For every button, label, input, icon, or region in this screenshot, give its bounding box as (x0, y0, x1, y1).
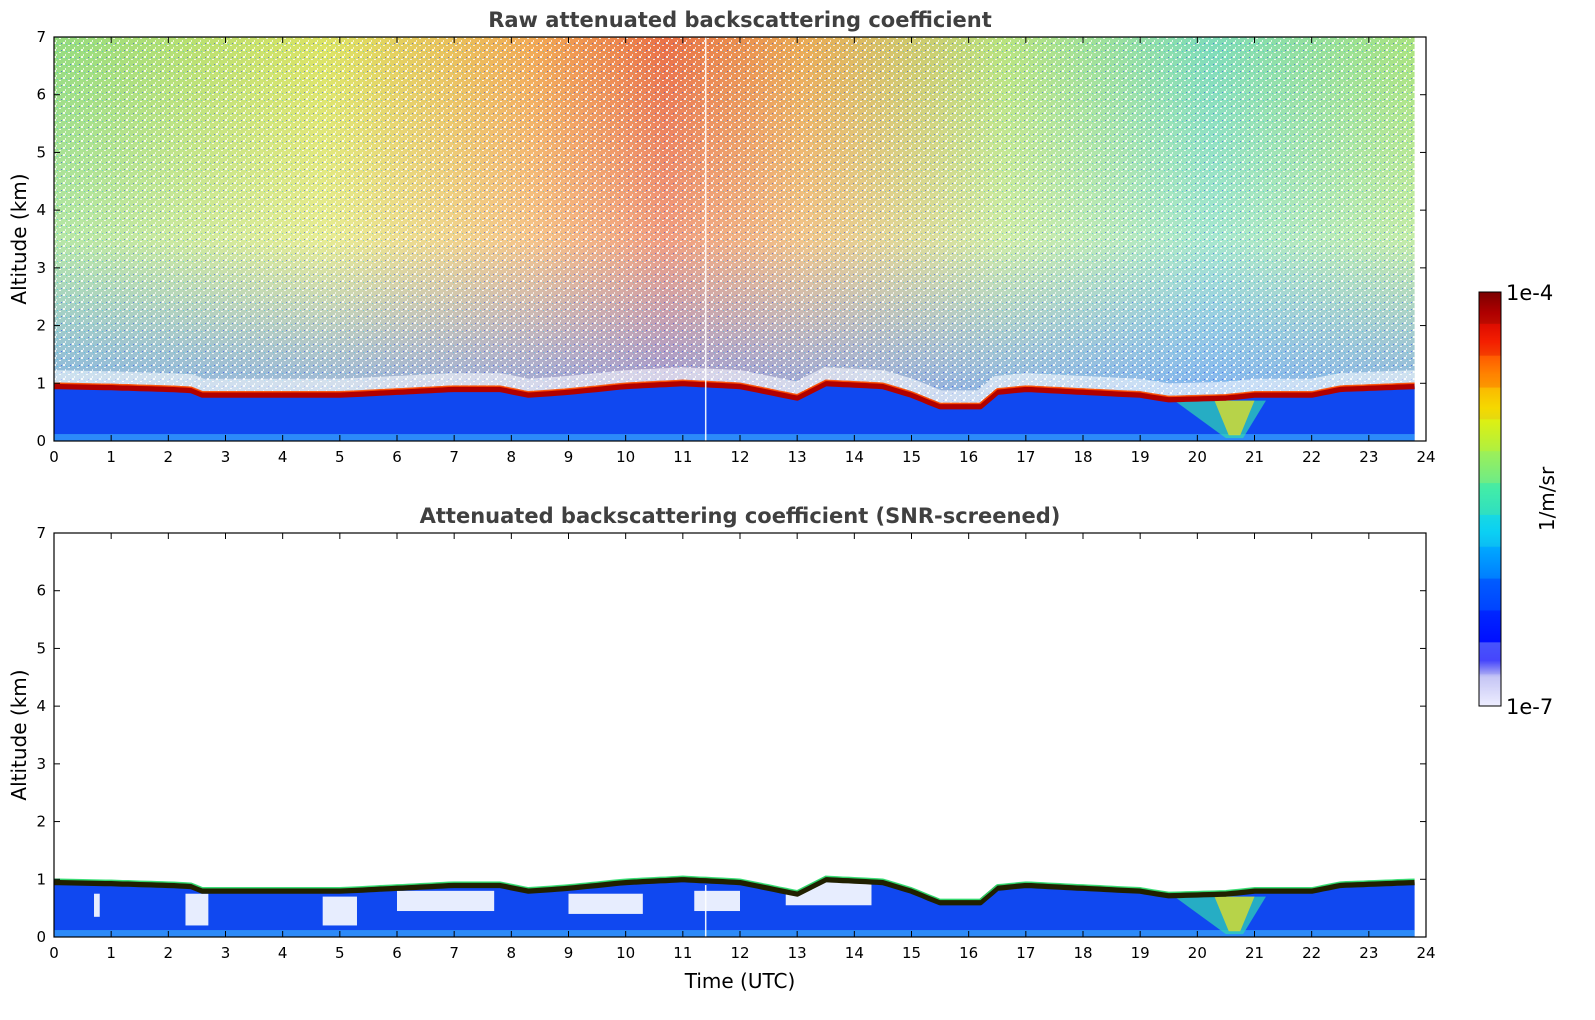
raw-y-tick-label: 5 (36, 143, 46, 161)
snr-x-tick-label: 21 (1245, 944, 1264, 962)
snr-screened-panel: 0 1 2 3 4 5 6 7 8 9 10 11 12 13 14 15 16 17 18 19 20 21 22 23 24… (7, 504, 1436, 993)
colorbar-band (1479, 451, 1501, 484)
snr-x-tick-label: 10 (616, 944, 635, 962)
raw-y-tick-label: 7 (36, 28, 46, 46)
colorbar-band (1479, 323, 1501, 356)
colorbar-band (1479, 355, 1501, 388)
raw-x-tick-label: 9 (564, 448, 574, 466)
raw-y-tick-label: 4 (36, 201, 46, 219)
snr-x-tick-label: 8 (507, 944, 517, 962)
snr-x-tick-label: 9 (564, 944, 574, 962)
raw-x-tick-label: 10 (616, 448, 635, 466)
raw-x-tick-label: 16 (959, 448, 978, 466)
raw-x-tick-label: 22 (1302, 448, 1321, 466)
colorbar-band (1479, 419, 1501, 452)
raw-x-tick-label: 0 (49, 448, 59, 466)
colorbar-band (1479, 292, 1501, 324)
colorbar-band (1479, 483, 1501, 515)
raw-y-tick-label: 0 (36, 432, 46, 450)
raw-x-tick-label: 4 (278, 448, 288, 466)
snr-y-tick-label: 7 (36, 524, 46, 542)
raw-x-tick-label: 18 (1073, 448, 1092, 466)
raw-x-tick-label: 14 (845, 448, 864, 466)
raw-x-tick-label: 7 (449, 448, 459, 466)
raw-x-tick-label: 15 (902, 448, 921, 466)
raw-x-tick-label: 6 (392, 448, 402, 466)
snr-x-tick-label: 16 (959, 944, 978, 962)
snr-y-tick-label: 0 (36, 928, 46, 946)
colorbar-unit-label: 1/m/sr (1535, 466, 1559, 531)
raw-boundary-layer (54, 383, 1415, 441)
raw-backscatter-panel: 0 1 2 3 4 5 6 7 8 9 10 11 12 13 14 15 16 17 18 19 20 21 22 23 24… (7, 8, 1436, 466)
snr-heatmap-field (54, 879, 1415, 937)
snr-panel-title: Attenuated backscattering coefficient (S… (420, 504, 1061, 528)
snr-x-tick-label: 17 (1016, 944, 1035, 962)
raw-y-tick-label: 6 (36, 86, 46, 104)
raw-x-tick-label: 5 (335, 448, 345, 466)
colorbar-band (1479, 546, 1501, 579)
snr-x-tick-label: 15 (902, 944, 921, 962)
snr-y-tick-label: 2 (36, 813, 46, 831)
snr-x-tick-label: 5 (335, 944, 345, 962)
raw-x-tick-label: 17 (1016, 448, 1035, 466)
snr-x-tick-label: 2 (164, 944, 174, 962)
raw-x-tick-label: 20 (1188, 448, 1207, 466)
snr-x-tick-label: 11 (673, 944, 692, 962)
snr-x-tick-label: 13 (788, 944, 807, 962)
snr-x-tick-label: 19 (1131, 944, 1150, 962)
snr-x-tick-label: 0 (49, 944, 59, 962)
snr-x-tick-label: 12 (730, 944, 749, 962)
x-axis-label: Time (UTC) (684, 969, 796, 993)
raw-x-tick-label: 13 (788, 448, 807, 466)
snr-x-tick-label: 24 (1416, 944, 1435, 962)
snr-x-tick-label: 23 (1359, 944, 1378, 962)
raw-x-tick-label: 21 (1245, 448, 1264, 466)
colorbar: 1e-4 1e-7 1/m/sr (1478, 281, 1559, 719)
colorbar-band (1479, 610, 1501, 643)
raw-panel-title: Raw attenuated backscattering coefficien… (488, 8, 992, 32)
raw-x-tick-label: 2 (164, 448, 174, 466)
snr-x-tick-label: 4 (278, 944, 288, 962)
colorbar-max-label: 1e-4 (1506, 281, 1553, 305)
snr-x-tick-label: 14 (845, 944, 864, 962)
colorbar-band (1479, 642, 1501, 675)
raw-y-tick-label: 2 (36, 317, 46, 335)
raw-cloud-top-band (54, 380, 1415, 410)
snr-plot-frame (53, 532, 1427, 938)
snr-y-tick-label: 4 (36, 697, 46, 715)
snr-cloud-top-band (54, 876, 1415, 906)
snr-x-tick-label: 7 (449, 944, 459, 962)
snr-y-tick-label: 1 (36, 870, 46, 888)
colorbar-band (1479, 674, 1501, 706)
raw-x-tick-label: 11 (673, 448, 692, 466)
snr-x-tick-label: 18 (1073, 944, 1092, 962)
snr-y-tick-label: 5 (36, 639, 46, 657)
raw-y-tick-label: 3 (36, 259, 46, 277)
snr-x-tick-label: 6 (392, 944, 402, 962)
colorbar-band (1479, 514, 1501, 547)
snr-x-tick-label: 1 (106, 944, 116, 962)
snr-x-tick-label: 22 (1302, 944, 1321, 962)
snr-y-tick-label: 6 (36, 582, 46, 600)
snr-y-axis-label: Altitude (km) (7, 669, 31, 800)
raw-x-tick-label: 1 (106, 448, 116, 466)
colorbar-bands (1479, 292, 1501, 706)
raw-y-tick-label: 1 (36, 374, 46, 392)
colorbar-min-label: 1e-7 (1506, 695, 1553, 719)
raw-x-tick-label: 8 (507, 448, 517, 466)
snr-x-tick-label: 3 (221, 944, 231, 962)
raw-y-axis-label: Altitude (km) (7, 173, 31, 304)
snr-x-tick-label: 20 (1188, 944, 1207, 962)
snr-y-tick-label: 3 (36, 755, 46, 773)
colorbar-band (1479, 387, 1501, 420)
raw-heatmap-field (54, 37, 1415, 441)
raw-x-tick-label: 24 (1416, 448, 1435, 466)
raw-x-tick-label: 3 (221, 448, 231, 466)
colorbar-band (1479, 578, 1501, 611)
raw-x-tick-label: 23 (1359, 448, 1378, 466)
raw-x-tick-label: 19 (1131, 448, 1150, 466)
raw-x-tick-label: 12 (730, 448, 749, 466)
